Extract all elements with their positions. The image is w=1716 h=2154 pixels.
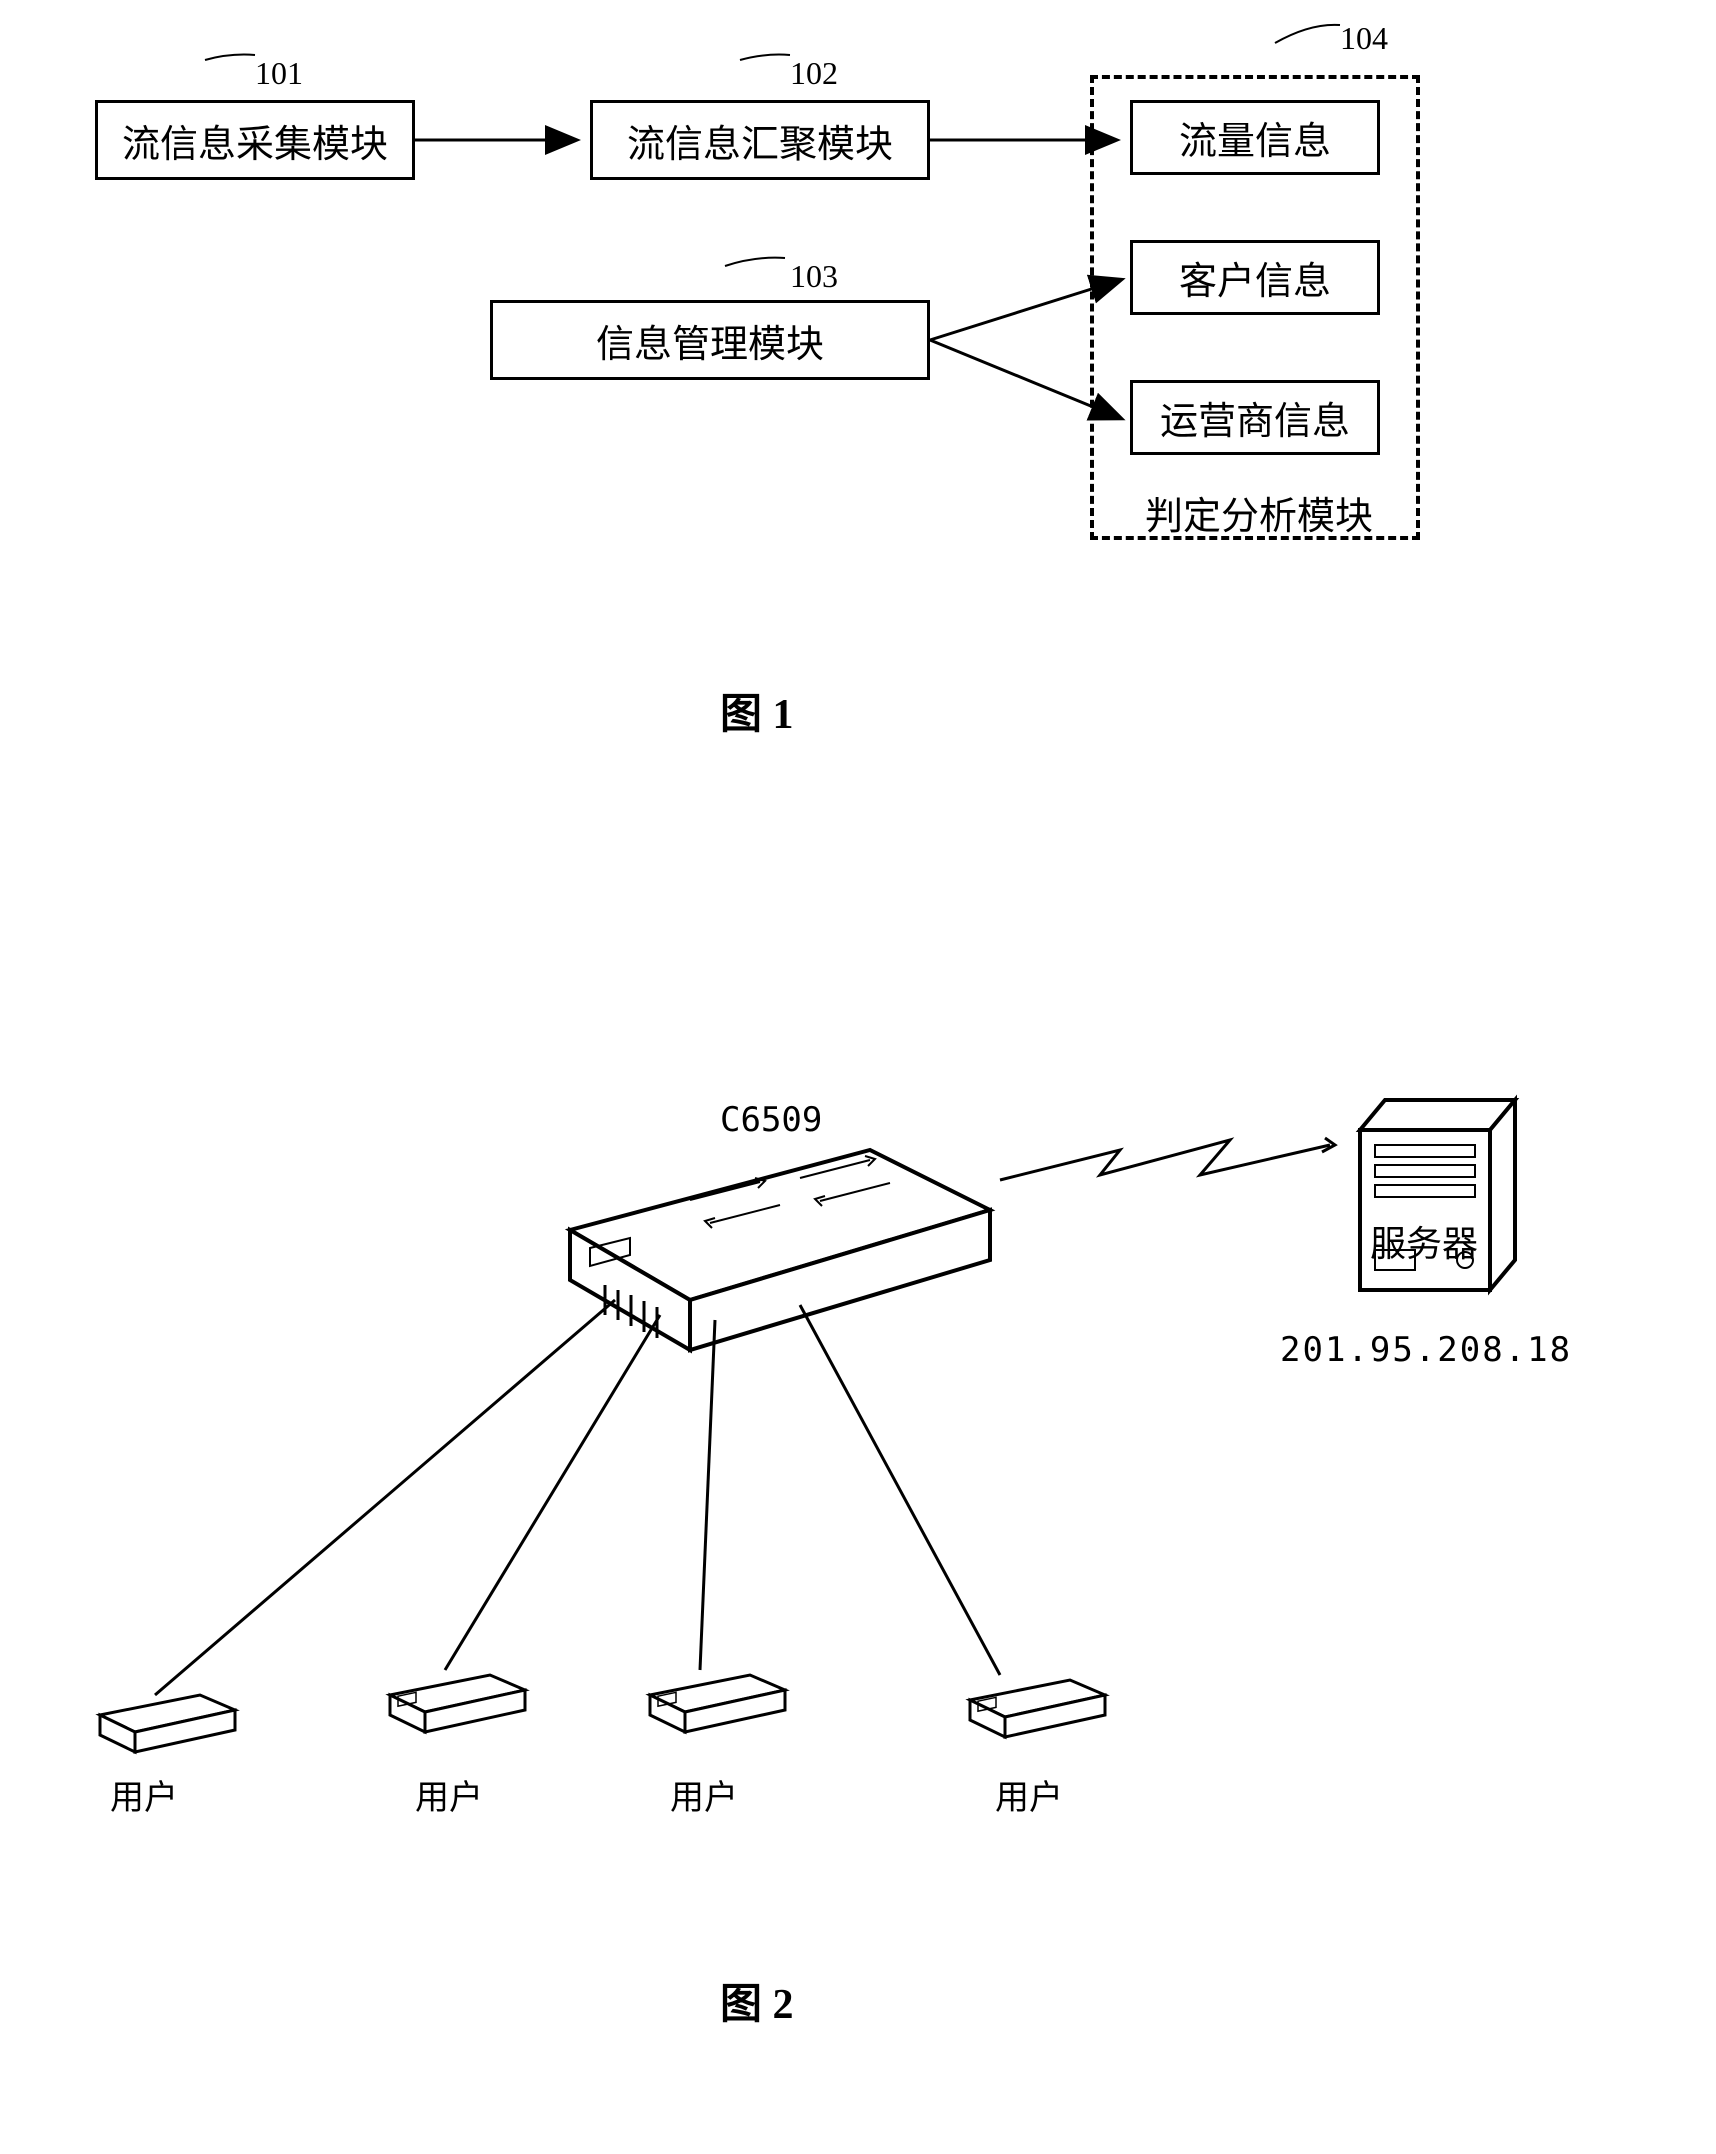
arrow-102-item1	[930, 125, 1130, 155]
box-101: 流信息采集模块	[95, 100, 415, 180]
box-104-item3: 运营商信息	[1130, 380, 1380, 455]
user-icon-2	[380, 1660, 540, 1740]
server-icon	[1330, 1080, 1550, 1330]
arrow-101-102	[415, 125, 590, 155]
lightning-icon	[990, 1120, 1350, 1220]
figure1-caption: 图 1	[720, 680, 794, 741]
box-102-label: 流信息汇聚模块	[627, 113, 893, 168]
leader-101	[200, 45, 280, 65]
leader-102	[735, 45, 815, 65]
user-label-3: 用户	[670, 1770, 738, 1819]
server-label: 服务器	[1370, 1215, 1478, 1267]
figure2-caption: 图 2	[720, 1970, 794, 2031]
box-104-title: 判定分析模块	[1145, 485, 1373, 540]
user-label-2: 用户	[415, 1770, 483, 1819]
box-104-item2-label: 客户信息	[1179, 250, 1331, 305]
user-label-4: 用户	[995, 1770, 1063, 1819]
server-ip: 201.95.208.18	[1280, 1330, 1572, 1370]
user-label-1: 用户	[110, 1770, 178, 1819]
leader-103	[720, 248, 800, 268]
box-104-item3-label: 运营商信息	[1160, 390, 1350, 445]
user-icon-4	[960, 1665, 1120, 1745]
arrow-103-items	[930, 270, 1140, 430]
user-lines	[120, 1290, 1020, 1710]
box-101-label: 流信息采集模块	[122, 113, 388, 168]
box-103: 信息管理模块	[490, 300, 930, 380]
box-104-item2: 客户信息	[1130, 240, 1380, 315]
leader-104	[1270, 15, 1360, 45]
user-icon-1	[90, 1680, 250, 1760]
box-103-label: 信息管理模块	[596, 313, 824, 368]
switch-label: C6509	[720, 1100, 822, 1140]
box-102: 流信息汇聚模块	[590, 100, 930, 180]
box-104-item1-label: 流量信息	[1179, 110, 1331, 165]
box-104-item1: 流量信息	[1130, 100, 1380, 175]
user-icon-3	[640, 1660, 800, 1740]
